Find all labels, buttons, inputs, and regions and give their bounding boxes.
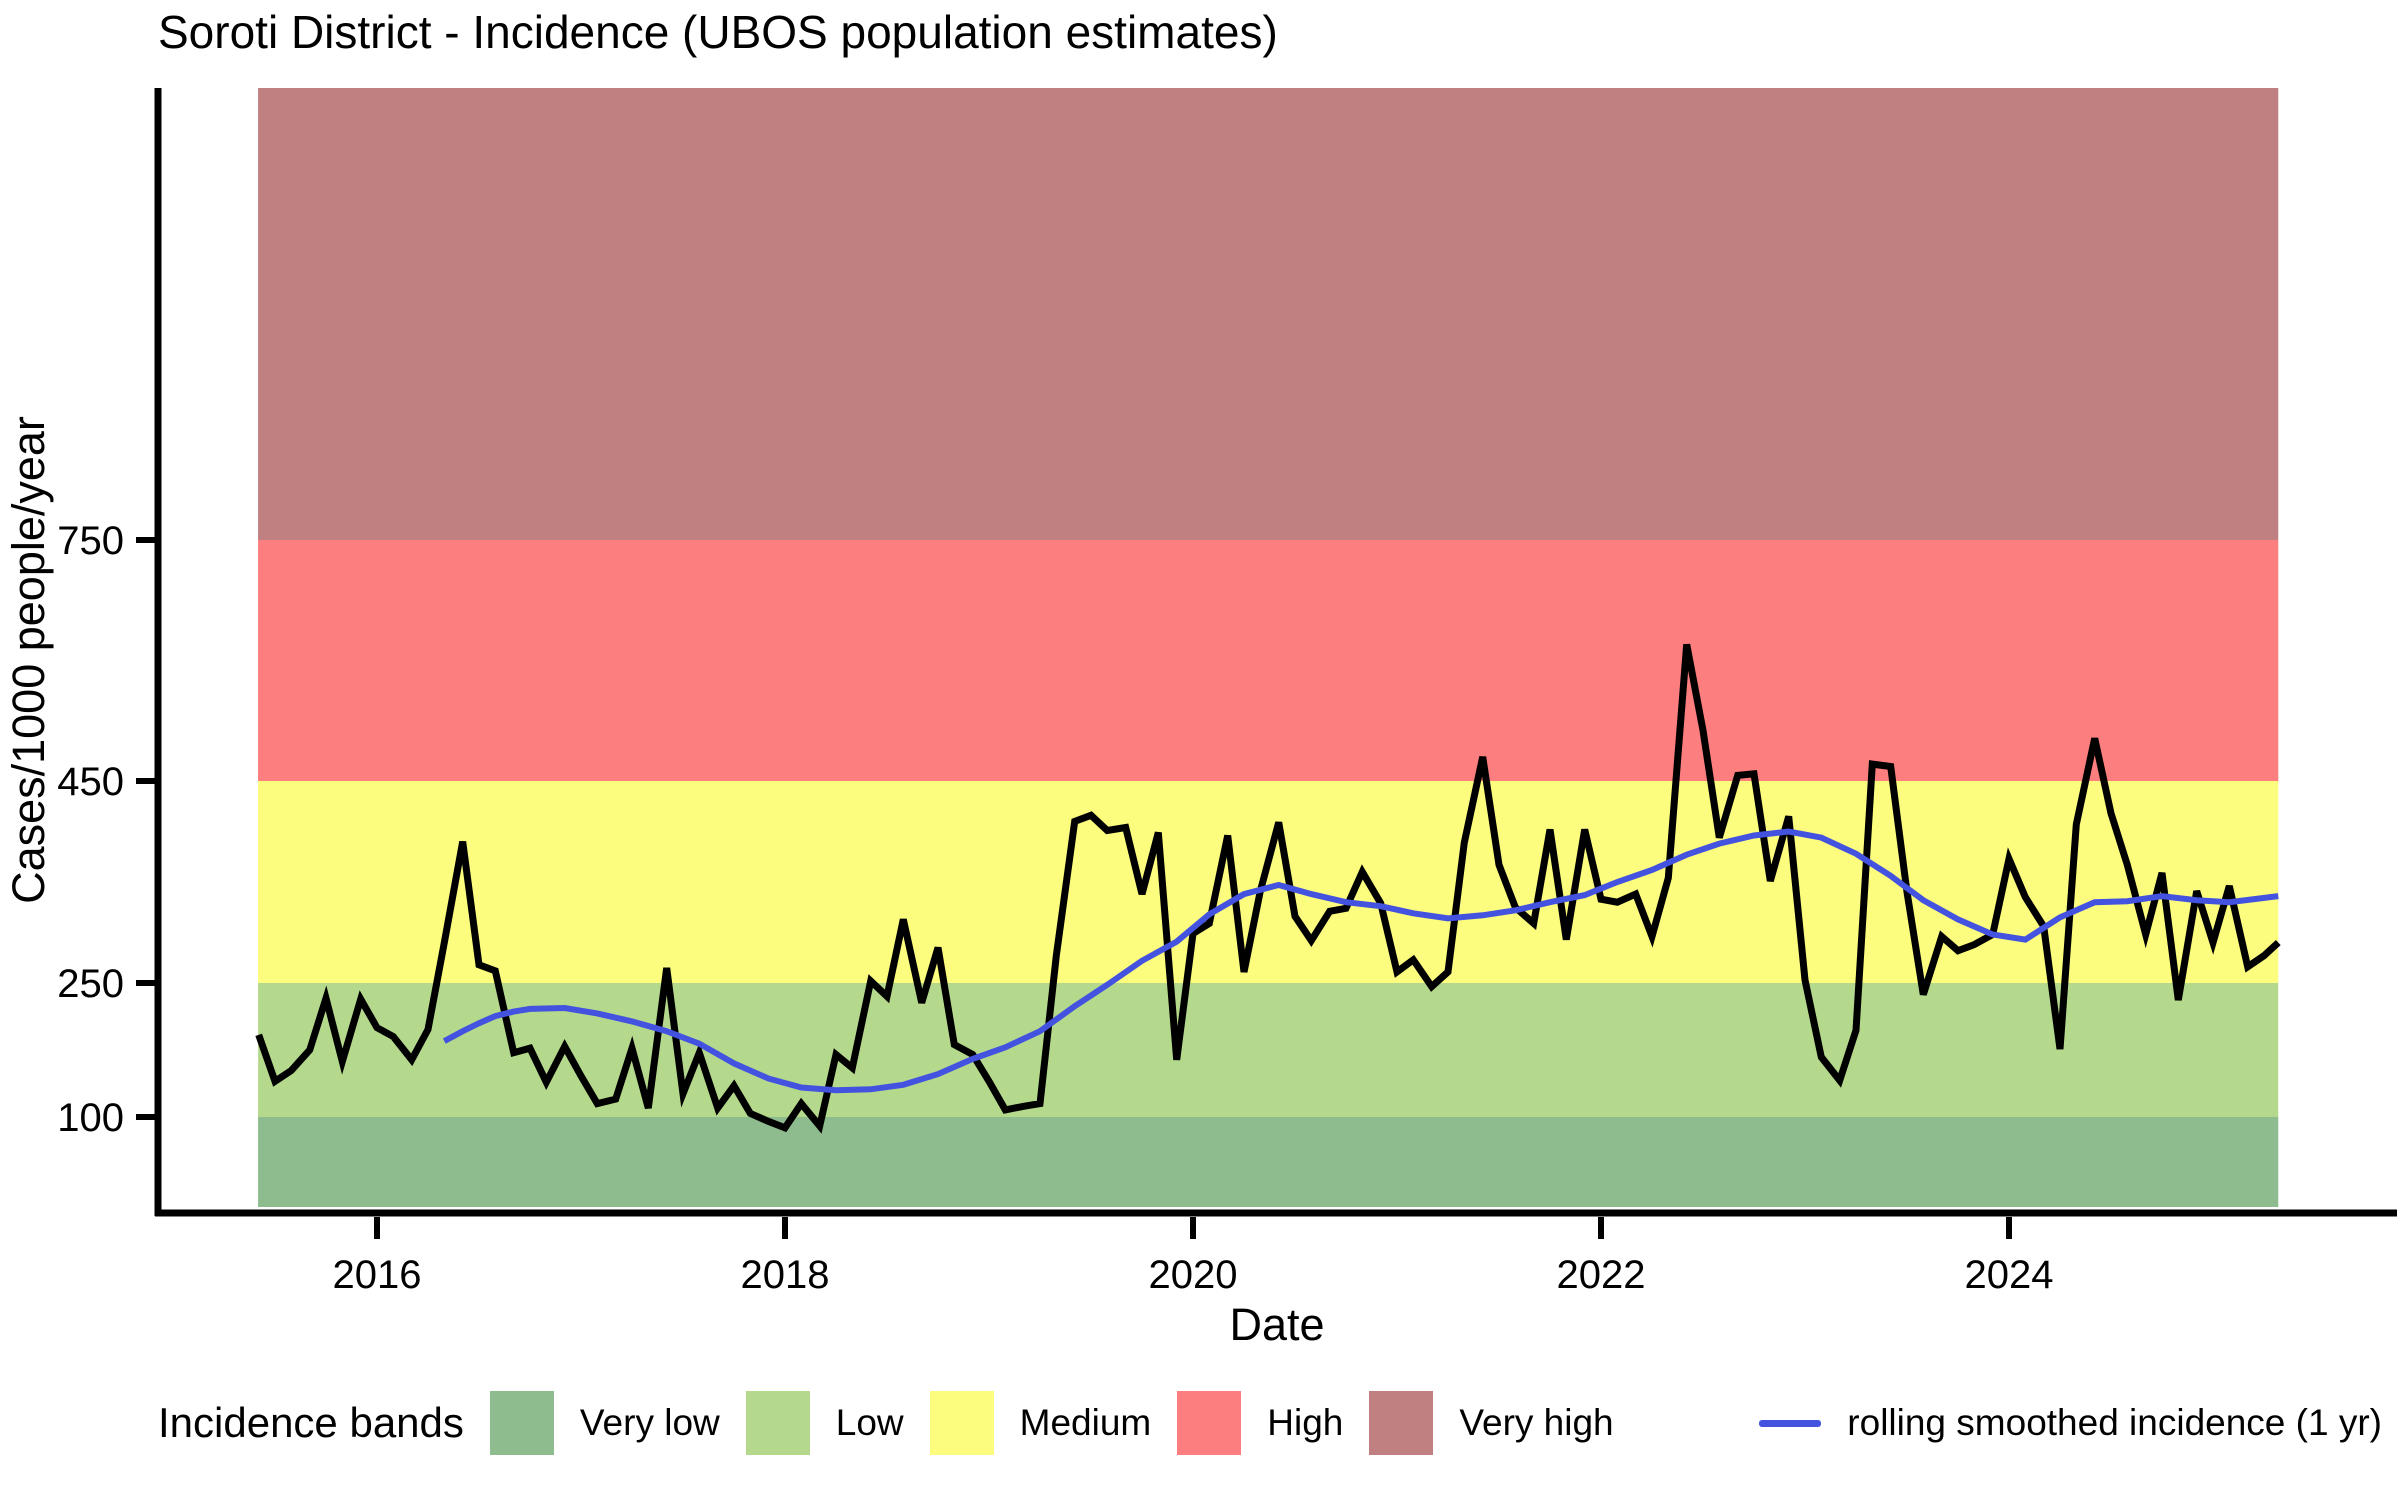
high-label: High xyxy=(1267,1402,1344,1443)
series-layer xyxy=(255,643,2281,1134)
legend-item-very-high: Very high xyxy=(1369,1391,1614,1455)
medium-label: Medium xyxy=(1019,1402,1152,1443)
very-high-label: Very high xyxy=(1459,1402,1614,1443)
smoothed-line-swatch xyxy=(1759,1419,1822,1427)
plot-area: 100 250 450 750 2016 2018 2020 2022 2024 Soroti … xyxy=(3,6,2397,1350)
chart-title: Soroti District - Incidence (UBOS popula… xyxy=(158,6,1278,58)
svg-text:100: 100 xyxy=(57,1096,124,1140)
medium-swatch xyxy=(929,1391,994,1455)
svg-text:2016: 2016 xyxy=(333,1253,422,1297)
legend-title: Incidence bands xyxy=(158,1399,464,1446)
axes-layer: 100 250 450 750 2016 2018 2020 2022 2024 xyxy=(57,88,2397,1297)
very-high-swatch xyxy=(1369,1391,1434,1455)
high-swatch xyxy=(1177,1391,1242,1455)
legend-item-low: Low xyxy=(745,1391,904,1455)
svg-text:2024: 2024 xyxy=(1965,1253,2054,1297)
smoothed-line-label: rolling smoothed incidence (1 yr) xyxy=(1847,1402,2382,1443)
legend-item-smoothed-line: rolling smoothed incidence (1 yr) xyxy=(1759,1402,2382,1444)
legend-item-medium: Medium xyxy=(929,1391,1152,1455)
legend-item-high: High xyxy=(1177,1391,1343,1455)
y-axis-title: Cases/1000 people/year xyxy=(3,416,54,904)
legend: Incidence bands Very low Low Medium High… xyxy=(158,1391,2382,1455)
svg-text:250: 250 xyxy=(57,962,124,1006)
svg-text:2020: 2020 xyxy=(1149,1253,1238,1297)
svg-text:2018: 2018 xyxy=(741,1253,830,1297)
incidence-bands-layer xyxy=(258,88,2279,1207)
x-axis-title: Date xyxy=(1229,1299,1324,1350)
very-low-label: Very low xyxy=(579,1402,720,1443)
svg-text:2022: 2022 xyxy=(1557,1253,1646,1297)
low-swatch xyxy=(745,1391,810,1455)
svg-text:450: 450 xyxy=(57,760,124,804)
very-low-swatch xyxy=(489,1391,554,1455)
low-label: Low xyxy=(835,1402,904,1443)
svg-text:750: 750 xyxy=(57,519,124,563)
legend-item-very-low: Very low xyxy=(489,1391,720,1455)
